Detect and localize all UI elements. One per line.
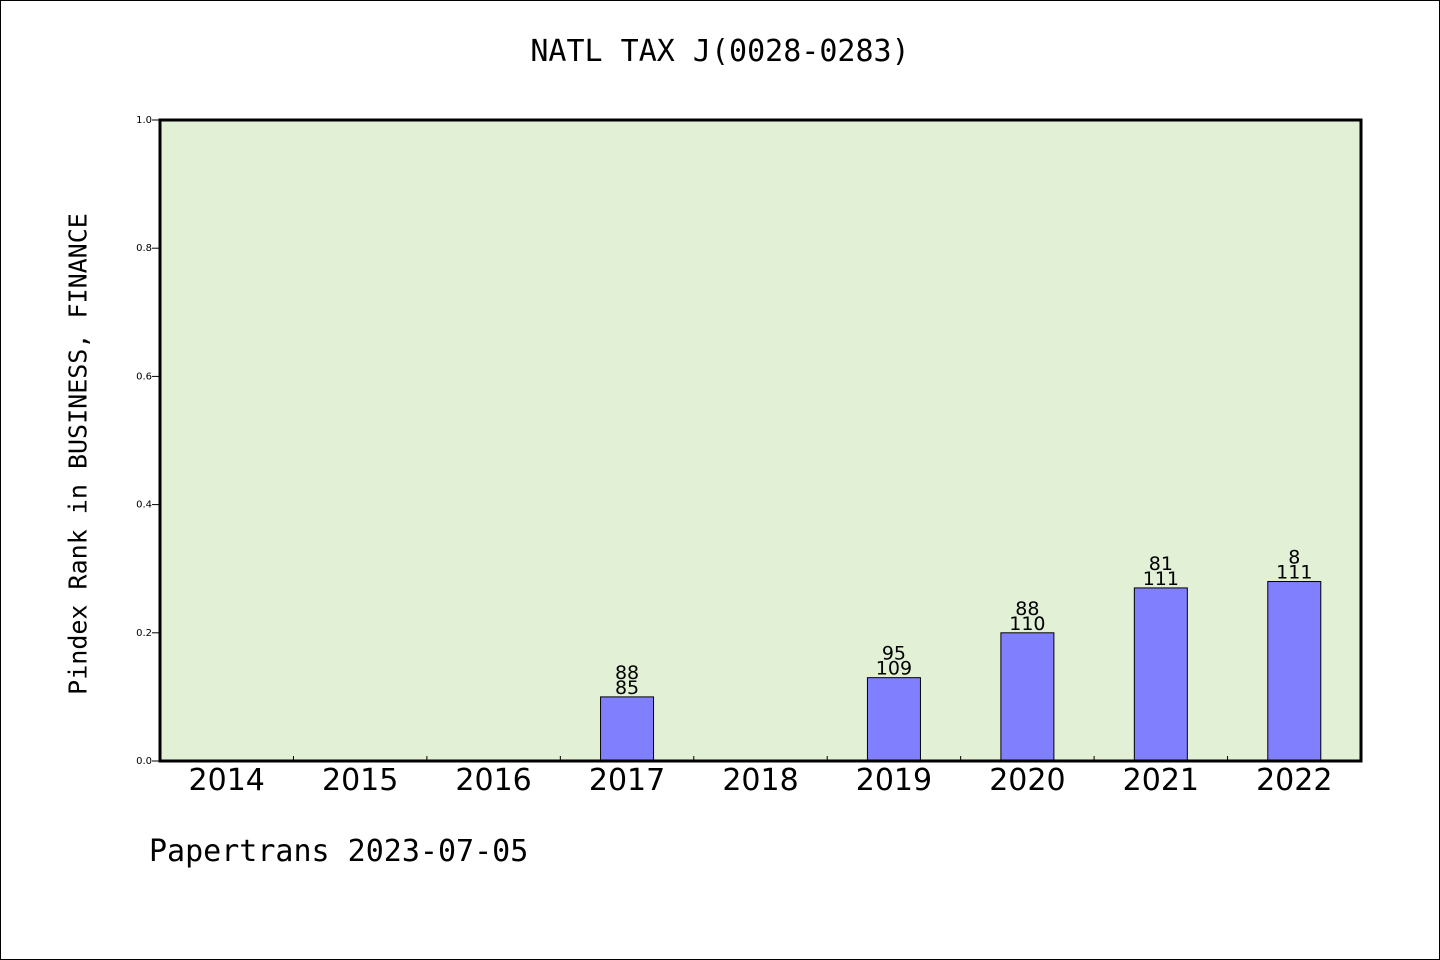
y-tick-label: 0.8 <box>136 243 152 254</box>
bar-label-bottom: 110 <box>1009 613 1045 635</box>
bar-label-top: 88 <box>1015 598 1039 620</box>
y-tick-label: 0.4 <box>136 500 152 511</box>
chart-title: NATL TAX J(0028-0283) <box>530 34 910 69</box>
bar-label-bottom: 109 <box>876 658 912 680</box>
x-tick-label: 2021 <box>1123 763 1199 798</box>
x-tick-label: 2014 <box>189 763 265 798</box>
x-tick-label: 2022 <box>1256 763 1332 798</box>
x-tick-label: 2017 <box>589 763 665 798</box>
x-tick-label: 2020 <box>989 763 1065 798</box>
bar <box>1133 587 1188 762</box>
bar-label-top: 8 <box>1288 547 1300 569</box>
bar-label-top: 88 <box>615 662 639 684</box>
bar <box>1000 632 1055 762</box>
y-tick-label: 0.6 <box>136 371 152 382</box>
x-tick-label: 2016 <box>455 763 531 798</box>
y-tick-label: 0.2 <box>136 628 152 639</box>
bar-label-bottom: 85 <box>615 677 639 699</box>
bar-label-bottom: 111 <box>1143 568 1179 590</box>
plot-border <box>158 118 1363 763</box>
bar-label-bottom: 111 <box>1276 562 1312 584</box>
bar-label-top: 95 <box>882 643 906 665</box>
y-tick-label: 1.0 <box>136 115 152 126</box>
x-tick-label: 2019 <box>856 763 932 798</box>
x-tick-label: 2015 <box>322 763 398 798</box>
bar <box>1267 581 1322 762</box>
bar-label-top: 81 <box>1149 553 1173 575</box>
x-tick-label: 2018 <box>722 763 798 798</box>
bar <box>600 696 655 762</box>
y-tick-label: 0.0 <box>136 756 152 767</box>
footer-credit: Papertrans 2023-07-05 <box>149 834 529 869</box>
bar <box>866 677 921 762</box>
